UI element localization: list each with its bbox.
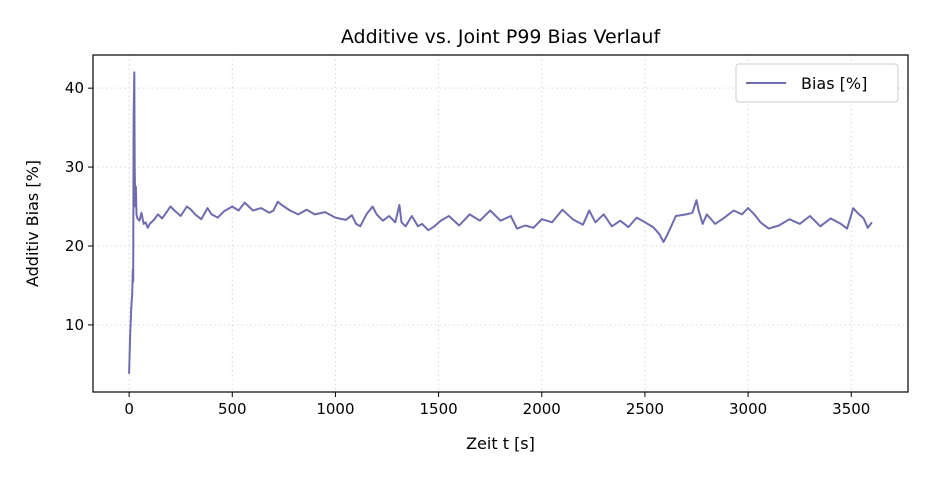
grid xyxy=(93,55,908,392)
y-axis-label: Additiv Bias [%] xyxy=(23,160,42,287)
x-tick-label: 3000 xyxy=(729,400,767,418)
y-tick-label: 30 xyxy=(65,158,84,176)
x-tick-label: 0 xyxy=(124,400,134,418)
x-tick-label: 1000 xyxy=(316,400,354,418)
plot-frame xyxy=(92,54,909,393)
y-tick-label: 40 xyxy=(65,79,84,97)
x-tick-label: 1500 xyxy=(420,400,458,418)
x-tick-label: 2500 xyxy=(626,400,664,418)
y-tick-label: 10 xyxy=(65,316,84,334)
legend-box xyxy=(735,63,899,103)
x-tick-label: 3500 xyxy=(832,400,870,418)
legend: Bias [%] xyxy=(735,63,899,103)
chart-title: Additive vs. Joint P99 Bias Verlauf xyxy=(341,26,662,48)
y-tick-label: 20 xyxy=(65,237,84,255)
x-tick-label: 2000 xyxy=(523,400,561,418)
series-line-bias xyxy=(128,71,873,374)
series-layer xyxy=(128,71,873,374)
legend-label: Bias [%] xyxy=(801,74,867,93)
x-axis-label: Zeit t [s] xyxy=(466,434,535,453)
x-tick-label: 500 xyxy=(218,400,247,418)
y-axis: 10 20 30 40 xyxy=(65,79,93,334)
x-axis: 0 500 1000 1500 2000 2500 3000 3500 xyxy=(124,392,870,418)
